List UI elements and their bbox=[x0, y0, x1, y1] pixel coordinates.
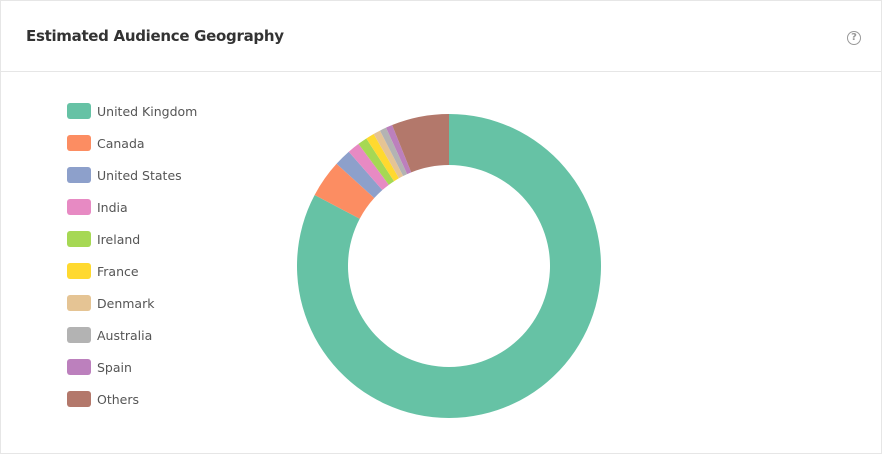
legend-swatch bbox=[67, 263, 91, 279]
question-circle-icon[interactable]: ? bbox=[847, 31, 861, 45]
legend-item[interactable]: Denmark bbox=[67, 287, 197, 319]
slice-spain[interactable] bbox=[385, 125, 412, 175]
legend-label: United States bbox=[97, 167, 182, 183]
slice-united-kingdom[interactable] bbox=[297, 114, 601, 418]
legend-swatch bbox=[67, 359, 91, 375]
legend-swatch bbox=[67, 167, 91, 183]
slice-india[interactable] bbox=[348, 143, 389, 191]
legend-label: United Kingdom bbox=[97, 103, 198, 119]
legend-item[interactable]: India bbox=[67, 191, 197, 223]
slice-australia[interactable] bbox=[379, 127, 408, 177]
legend-item[interactable]: United States bbox=[67, 159, 197, 191]
legend-label: Others bbox=[97, 391, 140, 407]
legend-label: India bbox=[97, 199, 128, 215]
legend-item[interactable]: Australia bbox=[67, 319, 197, 351]
legend-swatch bbox=[67, 295, 91, 311]
legend-swatch bbox=[67, 391, 91, 407]
legend-item[interactable]: Canada bbox=[67, 127, 197, 159]
slice-france[interactable] bbox=[366, 133, 399, 182]
legend-item[interactable]: Ireland bbox=[67, 223, 197, 255]
legend-swatch bbox=[67, 231, 91, 247]
slice-ireland[interactable] bbox=[358, 138, 395, 185]
legend-label: Australia bbox=[97, 327, 153, 343]
legend-label: Spain bbox=[97, 359, 132, 375]
legend-swatch bbox=[67, 199, 91, 215]
legend-label: Ireland bbox=[97, 231, 141, 247]
legend-label: Denmark bbox=[97, 295, 155, 311]
chart-legend: United Kingdom Canada United States India Ir… bbox=[67, 95, 197, 415]
slice-denmark[interactable] bbox=[373, 130, 404, 179]
legend-swatch bbox=[67, 327, 91, 343]
legend-label: Canada bbox=[97, 135, 145, 151]
slice-canada[interactable] bbox=[314, 163, 375, 219]
slice-united-states[interactable] bbox=[336, 151, 383, 199]
legend-item[interactable]: United Kingdom bbox=[67, 95, 197, 127]
card-title: Estimated Audience Geography bbox=[26, 27, 284, 45]
legend-item[interactable]: Spain bbox=[67, 351, 197, 383]
legend-item[interactable]: Others bbox=[67, 383, 197, 415]
legend-item[interactable]: France bbox=[67, 255, 197, 287]
legend-swatch bbox=[67, 103, 91, 119]
legend-swatch bbox=[67, 135, 91, 151]
card-header: Estimated Audience Geography ? bbox=[1, 1, 881, 72]
legend-label: France bbox=[97, 263, 139, 279]
slice-others[interactable] bbox=[392, 114, 449, 173]
